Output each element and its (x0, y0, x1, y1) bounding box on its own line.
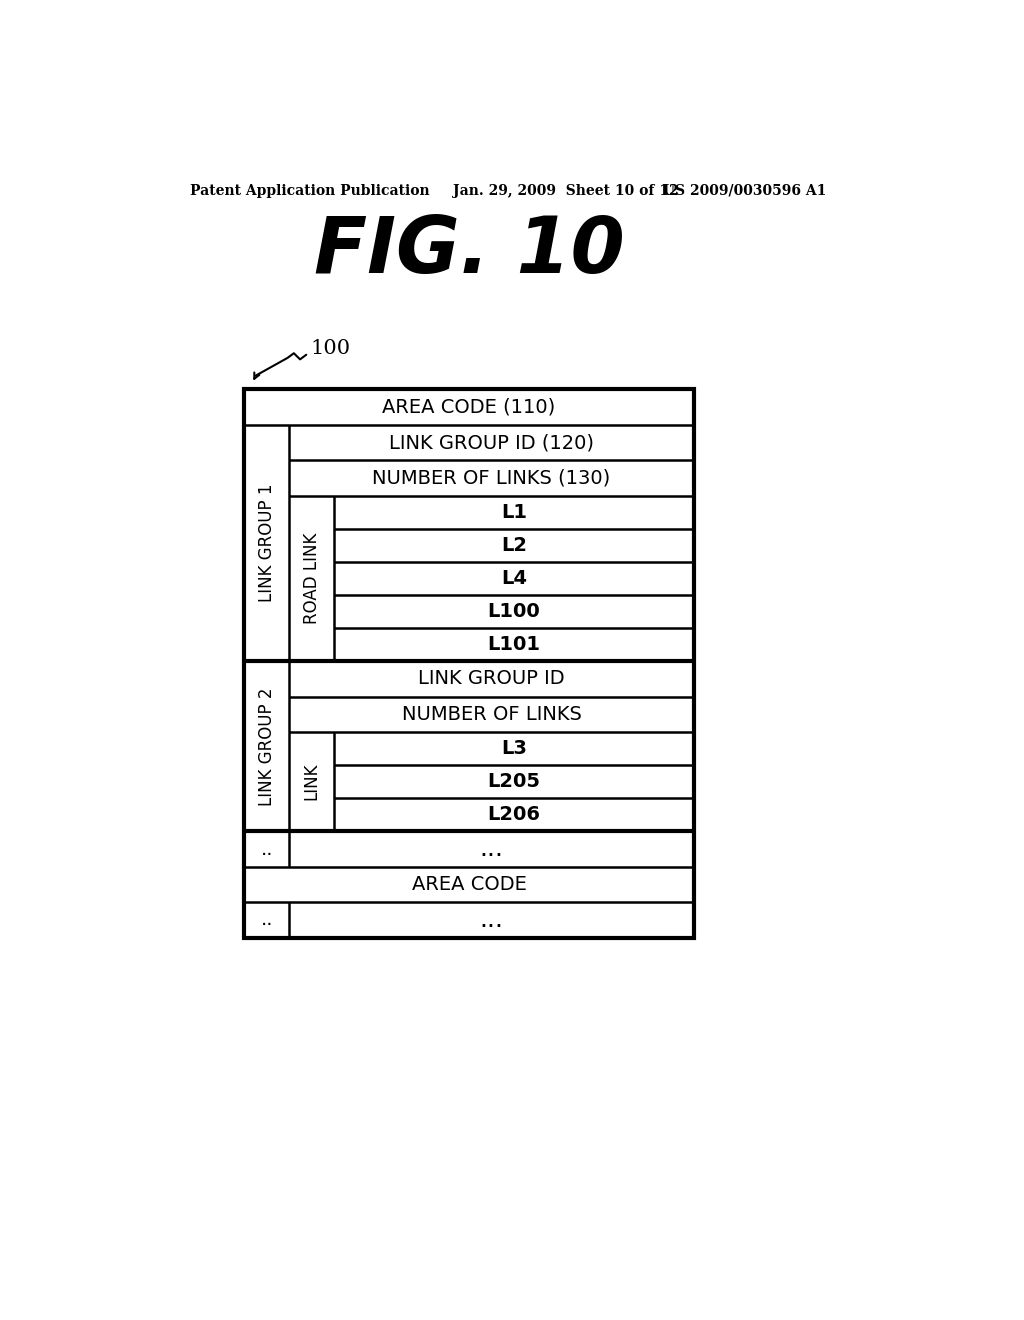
Text: L2: L2 (501, 536, 527, 554)
Text: LINK GROUP ID (120): LINK GROUP ID (120) (389, 433, 594, 451)
Text: NUMBER OF LINKS: NUMBER OF LINKS (401, 705, 582, 723)
Text: L1: L1 (501, 503, 527, 521)
Text: ...: ... (479, 837, 504, 861)
Text: 100: 100 (310, 339, 350, 358)
Text: FIG. 10: FIG. 10 (313, 213, 625, 289)
Text: ..: .. (260, 911, 273, 929)
Text: L100: L100 (487, 602, 541, 620)
Text: ..: .. (260, 840, 273, 858)
Text: NUMBER OF LINKS (130): NUMBER OF LINKS (130) (373, 469, 610, 487)
Text: L101: L101 (487, 635, 541, 655)
Text: LINK GROUP ID: LINK GROUP ID (418, 669, 565, 689)
Text: LINK: LINK (303, 763, 321, 800)
Text: L206: L206 (487, 805, 541, 824)
Text: LINK GROUP 2: LINK GROUP 2 (258, 686, 275, 805)
Text: ...: ... (479, 908, 504, 932)
Text: AREA CODE: AREA CODE (412, 875, 526, 894)
Text: L3: L3 (501, 739, 527, 758)
Text: L4: L4 (501, 569, 527, 587)
Text: AREA CODE (110): AREA CODE (110) (382, 397, 556, 417)
Text: US 2009/0030596 A1: US 2009/0030596 A1 (663, 183, 826, 198)
Bar (245, 389, 693, 937)
Text: LINK GROUP 1: LINK GROUP 1 (258, 483, 275, 602)
Text: L205: L205 (487, 772, 541, 791)
Text: ROAD LINK: ROAD LINK (303, 533, 321, 624)
Text: Patent Application Publication: Patent Application Publication (190, 183, 430, 198)
Text: Jan. 29, 2009  Sheet 10 of 12: Jan. 29, 2009 Sheet 10 of 12 (454, 183, 679, 198)
